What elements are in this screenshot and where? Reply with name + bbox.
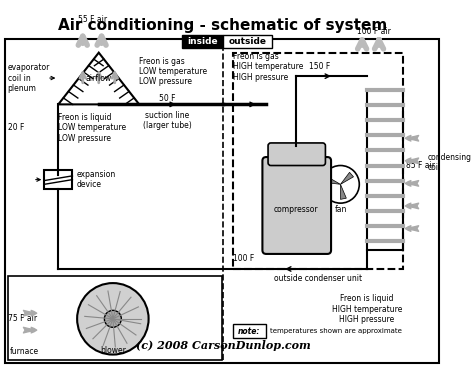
Text: 150 F: 150 F [309, 63, 330, 72]
Text: furnace: furnace [9, 348, 38, 356]
Text: evaporator
coil in
plenum: evaporator coil in plenum [8, 63, 50, 93]
Polygon shape [326, 177, 340, 184]
Text: fan: fan [334, 205, 346, 214]
Bar [223, 35, 272, 48]
Text: 20 F: 20 F [8, 124, 24, 132]
Polygon shape [340, 184, 346, 199]
Bar [367, 90, 402, 250]
Text: 55 F air: 55 F air [78, 16, 107, 24]
Text: airflow: airflow [86, 74, 112, 83]
Text: 85 F air: 85 F air [406, 161, 435, 170]
Text: outside condenser unit: outside condenser unit [274, 274, 362, 283]
Text: compressor: compressor [274, 205, 319, 214]
Text: 100 F: 100 F [233, 254, 255, 263]
Text: Freon is gas
HIGH temperature
HIGH pressure: Freon is gas HIGH temperature HIGH press… [233, 52, 304, 81]
Bar [182, 35, 223, 48]
Text: Freon is liquid
HIGH temperature
HIGH pressure: Freon is liquid HIGH temperature HIGH pr… [332, 294, 402, 324]
Polygon shape [340, 172, 354, 184]
Bar [44, 170, 73, 189]
FancyBboxPatch shape [263, 157, 331, 254]
FancyBboxPatch shape [268, 143, 326, 166]
Text: inside: inside [187, 37, 218, 46]
Circle shape [104, 310, 121, 327]
Text: suction line
(larger tube): suction line (larger tube) [143, 111, 192, 130]
Text: outside: outside [228, 37, 266, 46]
Text: blower: blower [100, 346, 126, 355]
Text: (c) 2008 CarsonDunlop.com: (c) 2008 CarsonDunlop.com [136, 340, 310, 351]
Text: note:: note: [238, 327, 260, 335]
Circle shape [77, 283, 149, 355]
Text: 75 F air: 75 F air [8, 314, 36, 323]
Bar [233, 324, 266, 338]
Text: 100 F air: 100 F air [357, 27, 391, 36]
Text: temperatures shown are approximate: temperatures shown are approximate [270, 328, 402, 334]
Text: 50 F: 50 F [159, 94, 176, 102]
Text: expansion
device: expansion device [77, 170, 117, 190]
Bar [233, 53, 402, 269]
Text: Freon is liquid
LOW temperature
LOW pressure: Freon is liquid LOW temperature LOW pres… [58, 113, 127, 143]
Text: Air conditioning - schematic of system: Air conditioning - schematic of system [58, 18, 388, 33]
Text: Freon is gas
LOW temperature
LOW pressure: Freon is gas LOW temperature LOW pressur… [139, 56, 207, 86]
Bar [8, 276, 222, 360]
Text: condensing
coil: condensing coil [428, 153, 472, 172]
